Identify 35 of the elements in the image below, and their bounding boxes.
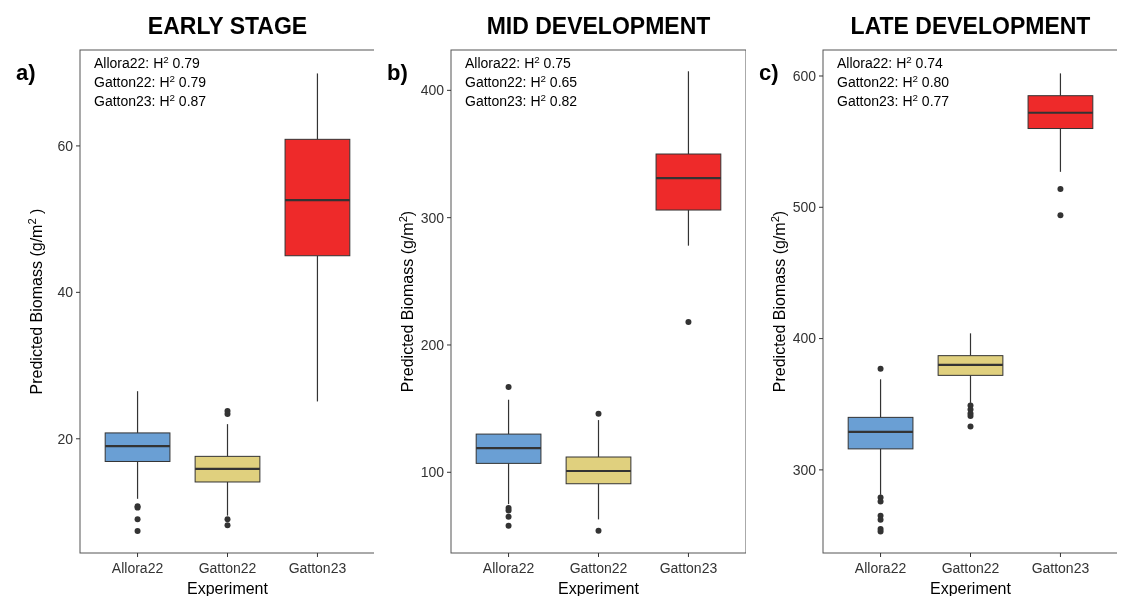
x-tick-label: Gatton23 [288, 560, 347, 576]
y-tick-label: 300 [792, 461, 816, 478]
x-tick-label: Gatton22 [570, 560, 628, 576]
chart-title: EARLY STAGE [147, 13, 308, 39]
y-tick-label: 60 [57, 137, 74, 154]
annotation: Allora22: H$^{2}$ 0.74 [836, 53, 943, 71]
annotation: Gatton23: H$^{2}$ 0.82 [465, 91, 578, 109]
annotation: Allora22: H$^{2}$ 0.79 [94, 53, 201, 71]
y-tick-label: 600 [792, 67, 816, 84]
annotation: Gatton23: H$^{2}$ 0.87 [94, 91, 207, 109]
y-tick-label: 400 [792, 330, 816, 347]
text: a) [16, 60, 36, 85]
annotation: Gatton22: H$^{2}$ 0.79 [94, 72, 207, 90]
x-tick-label: Gatton22 [198, 560, 257, 576]
annotation: Allora22: H$^{2}$ 0.75 [465, 53, 572, 71]
y-tick-label: 400 [420, 82, 445, 99]
y-tick-label: 300 [420, 209, 445, 226]
annotation: Gatton22: H$^{2}$ 0.80 [836, 72, 949, 90]
y-tick-label: 200 [420, 336, 445, 353]
chart-title: LATE DEVELOPMENT [850, 13, 1091, 39]
x-tick-label: Gatton23 [659, 560, 718, 576]
x-tick-label: Allora22 [854, 560, 907, 576]
chart-title: MID DEVELOPMENT [487, 13, 711, 39]
y-tick-label: 40 [57, 284, 74, 301]
text: b) [387, 60, 409, 85]
annotation: Gatton23: H$^{2}$ 0.77 [836, 91, 949, 109]
x-tick-label: Gatton23 [1031, 560, 1090, 576]
annotation: Gatton22: H$^{2}$ 0.65 [465, 72, 578, 90]
x-tick-label: Allora22 [483, 560, 535, 576]
text: c) [758, 60, 779, 85]
x-tick-label: Gatton22 [941, 560, 1000, 576]
y-tick-label: 500 [792, 199, 816, 216]
x-tick-label: Allora22 [111, 560, 164, 576]
y-tick-label: 100 [420, 464, 445, 481]
y-tick-label: 20 [57, 430, 74, 447]
